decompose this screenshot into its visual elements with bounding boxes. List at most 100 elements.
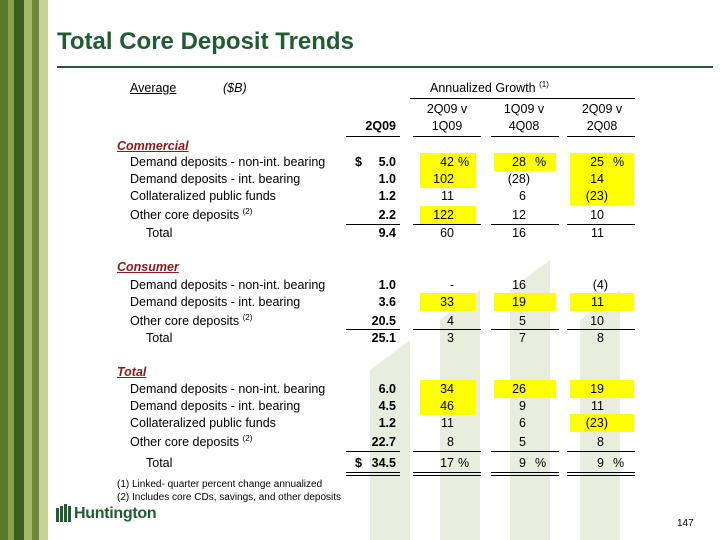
col1-header-rule — [346, 136, 400, 137]
growth-1: 60 — [440, 226, 454, 240]
growth-3: 11 — [591, 295, 604, 309]
section-consumer: Consumer — [117, 260, 179, 274]
row-label: Demand deposits - int. bearing — [130, 399, 301, 413]
header-col2-top: 2Q09 v — [426, 102, 468, 116]
growth-3: (4) — [592, 278, 608, 292]
pct-3: % — [613, 155, 625, 169]
title-rule — [57, 66, 713, 68]
growth-2: 5 — [519, 314, 526, 328]
highlight — [570, 380, 634, 398]
col4-header-rule — [567, 136, 635, 137]
grand-total-rule — [346, 472, 400, 473]
left-stripes — [0, 0, 48, 540]
subtotal-rule — [346, 224, 400, 225]
grand-total-rule — [413, 472, 481, 473]
pct-3: % — [613, 456, 625, 470]
value-2q09: 9.4 — [378, 226, 396, 240]
subtotal-rule — [491, 329, 559, 330]
highlight — [420, 380, 476, 398]
highlight — [420, 170, 476, 188]
pct-1: % — [458, 456, 470, 470]
subtotal-rule — [413, 329, 481, 330]
growth-1: 102 — [433, 172, 454, 186]
growth-3: 11 — [591, 399, 604, 413]
growth-1: 8 — [447, 435, 454, 449]
growth-2: 6 — [519, 189, 526, 203]
grand-total-rule — [491, 472, 559, 473]
subtotal-rule — [346, 451, 400, 452]
value-2q09: 1.0 — [378, 278, 396, 292]
growth-1: 33 — [440, 295, 454, 309]
header-col4-top: 2Q09 v — [581, 102, 623, 116]
footnote-1: (1) Linked- quarter percent change annua… — [117, 479, 323, 490]
value-2q09: 25.1 — [371, 331, 396, 345]
subtotal-rule — [567, 329, 635, 330]
huntington-logo-icon — [56, 504, 71, 522]
row-label: Other core deposits (2) — [130, 433, 253, 449]
value-2q09: 34.5 — [371, 456, 396, 470]
highlight — [570, 414, 634, 432]
row-label: Collateralized public funds — [130, 416, 276, 430]
header-col3-top: 1Q09 v — [503, 102, 545, 116]
grand-total-rule — [567, 472, 635, 473]
row-label: Demand deposits - int. bearing — [130, 295, 301, 309]
highlight — [494, 153, 556, 171]
growth-3: (23) — [585, 416, 608, 430]
growth-3: 25 — [590, 155, 604, 169]
growth-3: 8 — [597, 331, 604, 345]
pct-1: % — [458, 155, 470, 169]
section-commercial: Commercial — [117, 139, 189, 153]
growth-2: 9 — [519, 399, 526, 413]
header-col2-bot: 1Q09 — [431, 119, 463, 133]
subtotal-rule — [491, 224, 559, 225]
section-total: Total — [117, 365, 147, 379]
subtotal-rule — [346, 329, 400, 330]
row-label: Demand deposits - non-int. bearing — [130, 278, 326, 292]
growth-2: 16 — [512, 278, 526, 292]
growth-2: 7 — [519, 331, 526, 345]
subtotal-rule — [491, 451, 559, 452]
header-col1: 2Q09 — [365, 119, 396, 133]
growth-2: 16 — [512, 226, 526, 240]
growth-3: 14 — [590, 172, 604, 186]
col2-header-rule — [413, 136, 481, 137]
subtotal-rule — [567, 224, 635, 225]
highlight — [494, 293, 556, 311]
highlight — [494, 380, 556, 398]
subtotal-rule — [567, 451, 635, 452]
highlight — [420, 397, 476, 415]
growth-2: 19 — [512, 295, 526, 309]
growth-1: 11 — [441, 189, 454, 203]
row-label: Other core deposits (2) — [130, 312, 253, 328]
growth-2: 12 — [512, 208, 526, 222]
row-label: Total — [146, 331, 173, 345]
row-label: Demand deposits - non-int. bearing — [130, 382, 326, 396]
value-2q09: 4.5 — [378, 399, 396, 413]
growth-1: 122 — [433, 208, 454, 222]
growth-rule — [410, 98, 635, 99]
growth-3: 19 — [590, 382, 604, 396]
growth-1: 34 — [440, 382, 454, 396]
pct-2: % — [535, 456, 547, 470]
growth-2: 28 — [512, 155, 526, 169]
row-label: Collateralized public funds — [130, 189, 276, 203]
growth-1: 3 — [447, 331, 454, 345]
header-units: ($B) — [223, 81, 247, 95]
highlight — [570, 170, 634, 188]
growth-2: 6 — [519, 416, 526, 430]
highlight — [570, 293, 634, 311]
header-average: Average — [130, 81, 177, 95]
dollar-sign: $ — [355, 155, 362, 169]
growth-3: 11 — [591, 226, 604, 240]
dollar-sign: $ — [355, 456, 362, 470]
growth-3: 10 — [590, 208, 604, 222]
logo-text: Huntington — [74, 505, 157, 522]
highlight — [420, 206, 476, 224]
value-2q09: 5.0 — [378, 155, 396, 169]
value-2q09: 22.7 — [371, 435, 396, 449]
growth-2: 26 — [512, 382, 526, 396]
highlight — [420, 153, 476, 171]
growth-1: 42 — [440, 155, 454, 169]
row-label: Demand deposits - int. bearing — [130, 172, 301, 186]
value-2q09: 20.5 — [371, 314, 396, 328]
